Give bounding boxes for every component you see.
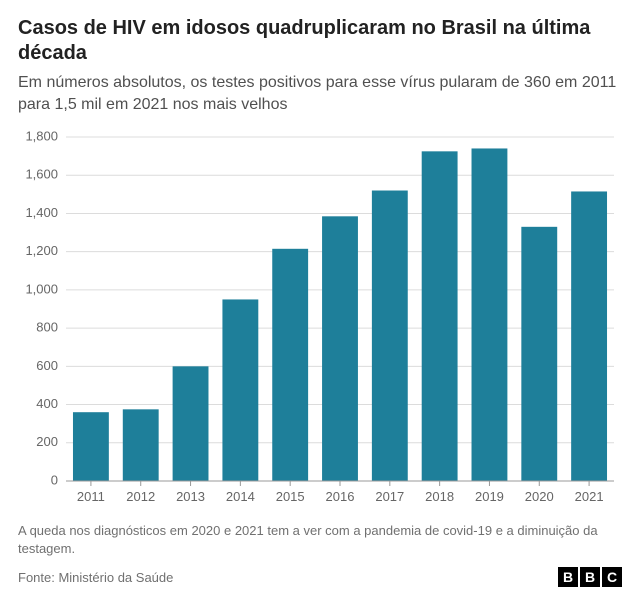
bar <box>123 410 159 482</box>
y-tick-label: 1,600 <box>25 167 58 182</box>
y-tick-label: 600 <box>36 358 58 373</box>
bar <box>173 367 209 482</box>
x-tick-label: 2014 <box>226 489 255 504</box>
y-tick-label: 800 <box>36 320 58 335</box>
bar <box>422 152 458 482</box>
y-tick-label: 1,000 <box>25 282 58 297</box>
x-tick-label: 2015 <box>276 489 305 504</box>
bar <box>222 300 258 482</box>
bbc-logo-letter: B <box>558 567 578 587</box>
x-tick-label: 2012 <box>126 489 155 504</box>
y-tick-label: 1,800 <box>25 129 58 143</box>
source-row: Fonte: Ministério da Saúde B B C <box>18 567 622 587</box>
bar <box>571 192 607 482</box>
x-tick-label: 2019 <box>475 489 504 504</box>
chart-svg: 0 200 400 600 800 1,000 1,200 1,400 1,600 1,800 20… <box>18 129 622 509</box>
y-tick-label: 1,200 <box>25 243 58 258</box>
y-tick-label: 200 <box>36 434 58 449</box>
x-tick-label: 2018 <box>425 489 454 504</box>
x-tick-label: 2021 <box>575 489 604 504</box>
bbc-logo-letter: B <box>580 567 600 587</box>
chart-source: Fonte: Ministério da Saúde <box>18 570 173 585</box>
x-tick-label: 2011 <box>77 489 105 504</box>
x-tick-label: 2020 <box>525 489 554 504</box>
y-tick-label: 1,400 <box>25 205 58 220</box>
x-tick-label: 2017 <box>375 489 404 504</box>
bar <box>372 191 408 481</box>
bar <box>73 412 109 481</box>
y-tick-label: 0 <box>51 473 58 488</box>
y-tick-label: 400 <box>36 396 58 411</box>
chart-title: Casos de HIV em idosos quadruplicaram no… <box>18 16 622 66</box>
bbc-logo: B B C <box>558 567 622 587</box>
bar-chart: 0 200 400 600 800 1,000 1,200 1,400 1,600 1,800 20… <box>18 129 622 514</box>
bar <box>472 149 508 482</box>
bar <box>322 216 358 481</box>
bar <box>272 249 308 481</box>
x-tick-label: 2013 <box>176 489 205 504</box>
bar <box>521 227 557 481</box>
chart-note: A queda nos diagnósticos em 2020 e 2021 … <box>18 522 622 557</box>
chart-subtitle: Em números absolutos, os testes positivo… <box>18 72 622 115</box>
bbc-logo-letter: C <box>602 567 622 587</box>
x-tick-label: 2016 <box>326 489 355 504</box>
